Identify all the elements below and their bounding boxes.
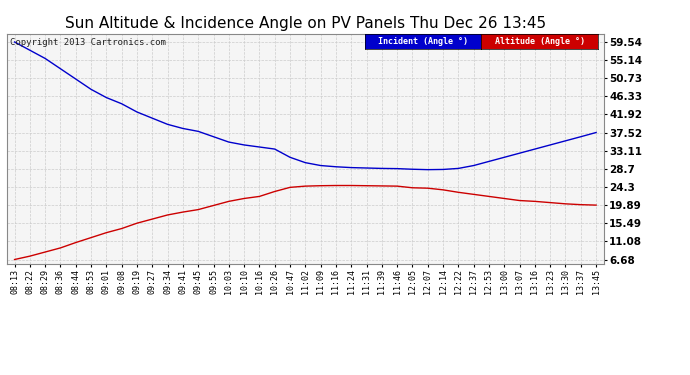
Title: Sun Altitude & Incidence Angle on PV Panels Thu Dec 26 13:45: Sun Altitude & Incidence Angle on PV Pan…: [65, 16, 546, 31]
Text: Copyright 2013 Cartronics.com: Copyright 2013 Cartronics.com: [10, 38, 166, 47]
